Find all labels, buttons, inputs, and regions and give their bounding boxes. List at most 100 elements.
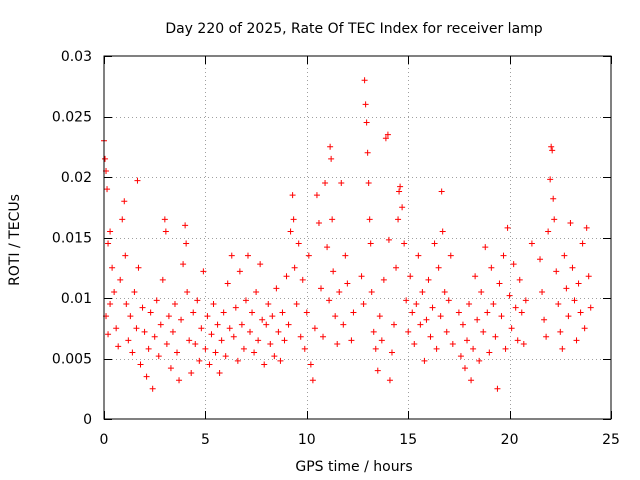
data-point (289, 192, 296, 199)
data-point (122, 252, 129, 259)
data-point (238, 321, 245, 328)
data-point (429, 304, 436, 311)
data-point (115, 343, 122, 350)
data-point (139, 304, 146, 311)
data-point (167, 365, 174, 372)
data-point (287, 228, 294, 235)
data-point (370, 328, 377, 335)
data-point (293, 301, 300, 308)
y-tick-label: 0.015 (52, 231, 92, 247)
data-point (405, 328, 412, 335)
data-point (510, 261, 517, 268)
data-point (125, 337, 132, 344)
data-point (188, 370, 195, 377)
chart-title: Day 220 of 2025, Rate Of TEC Index for r… (165, 21, 542, 37)
data-point (431, 240, 438, 247)
data-point (109, 264, 116, 271)
data-point (427, 333, 434, 340)
data-point (182, 222, 189, 229)
data-point (474, 316, 481, 323)
y-tick-label: 0.03 (61, 49, 92, 65)
data-point (539, 288, 546, 295)
data-point (386, 377, 393, 384)
data-point (488, 264, 495, 271)
data-point (484, 309, 491, 316)
data-point (267, 340, 274, 347)
data-point (372, 345, 379, 352)
data-point (202, 345, 209, 352)
data-point (395, 216, 402, 223)
data-point (279, 309, 286, 316)
data-point (366, 216, 373, 223)
data-point (111, 288, 118, 295)
data-point (133, 325, 140, 332)
data-point (384, 131, 391, 138)
data-point (336, 288, 343, 295)
data-point (547, 176, 554, 183)
data-point (307, 361, 314, 368)
data-point (543, 333, 550, 340)
data-point (273, 285, 280, 292)
data-point (253, 288, 260, 295)
data-point (500, 252, 507, 259)
data-point (218, 337, 225, 344)
data-point (105, 331, 112, 338)
data-point (135, 264, 142, 271)
data-point (506, 292, 513, 299)
y-tick-label: 0.02 (61, 170, 92, 186)
plot-frame (103, 55, 612, 420)
axis-tick-labels: 0 5 10 15 20 25 0 0.005 0.01 0.015 0.02 0.025 0.03 (52, 49, 620, 448)
data-point (443, 328, 450, 335)
data-point (480, 328, 487, 335)
data-point (210, 301, 217, 308)
data-point (482, 244, 489, 251)
data-point (228, 252, 235, 259)
data-point (303, 309, 310, 316)
data-point (492, 333, 499, 340)
data-point (417, 321, 424, 328)
data-point (329, 216, 336, 223)
data-point (192, 340, 199, 347)
data-point (585, 273, 592, 280)
data-point (401, 240, 408, 247)
y-tick-label: 0 (83, 412, 92, 428)
data-point (396, 188, 403, 195)
data-point (470, 345, 477, 352)
data-point (149, 385, 156, 392)
data-point (147, 309, 154, 316)
data-point (409, 309, 416, 316)
data-point (305, 252, 312, 259)
data-point (232, 304, 239, 311)
data-point (216, 370, 223, 377)
data-point (388, 349, 395, 356)
data-point (102, 155, 109, 162)
data-point (301, 345, 308, 352)
data-point (117, 276, 124, 283)
data-point (322, 180, 329, 187)
data-point (328, 155, 335, 162)
x-tick-label: 10 (298, 432, 316, 448)
data-point (198, 325, 205, 332)
data-point (494, 385, 501, 392)
x-tick-label: 0 (100, 432, 109, 448)
data-point (174, 349, 181, 356)
data-point (291, 264, 298, 271)
data-point (541, 316, 548, 323)
data-point (565, 313, 572, 320)
data-points (101, 77, 594, 392)
data-point (559, 345, 566, 352)
data-point (269, 313, 276, 320)
data-point (447, 252, 454, 259)
data-point (249, 309, 256, 316)
data-point (145, 345, 152, 352)
data-point (163, 340, 170, 347)
data-point (468, 377, 475, 384)
data-point (551, 216, 558, 223)
data-point (455, 309, 462, 316)
data-point (550, 195, 557, 202)
data-point (364, 149, 371, 156)
data-point (438, 188, 445, 195)
data-point (208, 331, 215, 338)
data-point (327, 143, 334, 150)
